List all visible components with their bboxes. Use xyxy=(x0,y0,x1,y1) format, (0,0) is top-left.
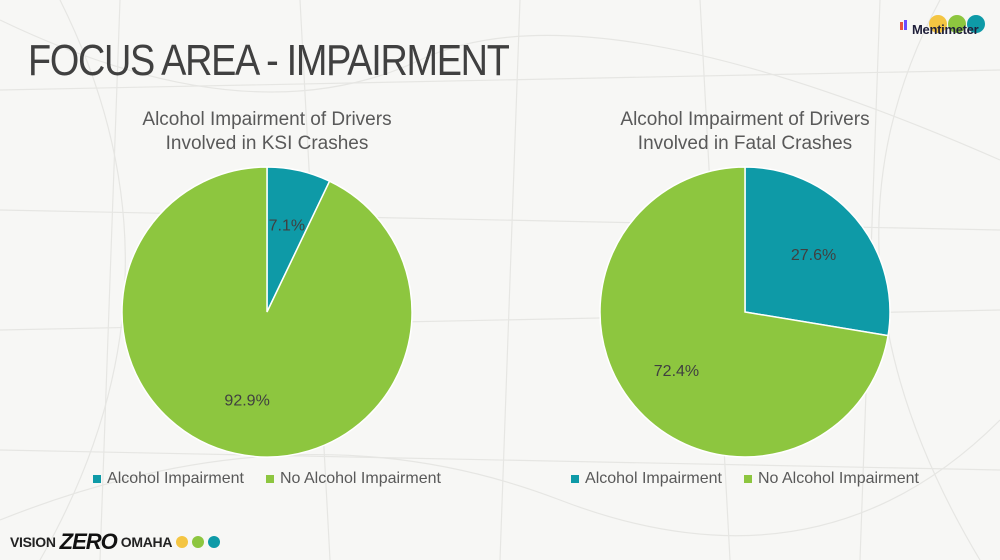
mentimeter-logo xyxy=(900,15,985,33)
data-label-no-alcohol-impairment: 72.4% xyxy=(654,363,699,380)
logo-teal-circle-icon xyxy=(208,536,221,548)
legend-label: No Alcohol Impairment xyxy=(279,470,441,487)
logo-zero-text: ZERO xyxy=(59,529,118,554)
legend-swatch-no-alcohol xyxy=(265,475,274,483)
pie-slice-no-alcohol-impairment xyxy=(599,166,889,458)
pie-slice-no-alcohol-impairment xyxy=(121,166,413,458)
legend-label: Alcohol Impairment xyxy=(107,470,244,487)
legend-item-no-alcohol: No Alcohol Impairment xyxy=(265,470,441,488)
chart-ksi-crashes: 7.1% 92.9% Alcohol Impairment of Drivers … xyxy=(47,108,487,498)
mentimeter-label: Mentimeter xyxy=(912,22,979,37)
data-label-alcohol-impairment: 27.6% xyxy=(791,247,836,264)
pie-chart-ksi: 7.1% 92.9% xyxy=(121,166,413,458)
legend-item-no-alcohol: No Alcohol Impairment xyxy=(743,470,919,488)
chart-title-line1: Alcohol Impairment of Drivers xyxy=(620,109,870,130)
chart-title-ksi: Alcohol Impairment of Drivers Involved i… xyxy=(47,108,487,156)
legend-label: Alcohol Impairment xyxy=(585,470,722,487)
chart-title-line2: Involved in Fatal Crashes xyxy=(637,133,853,154)
legend-ksi: Alcohol Impairment No Alcohol Impairment xyxy=(47,470,487,488)
legend-swatch-alcohol xyxy=(93,475,102,483)
logo-yellow-circle-icon xyxy=(176,536,189,548)
data-label-no-alcohol-impairment: 92.9% xyxy=(224,393,269,410)
logo-omaha-text: OMAHA xyxy=(120,534,173,550)
legend-fatal: Alcohol Impairment No Alcohol Impairment xyxy=(525,470,965,488)
legend-item-alcohol: Alcohol Impairment xyxy=(571,470,722,488)
chart-title-fatal: Alcohol Impairment of Drivers Involved i… xyxy=(525,108,965,156)
logo-green-circle-icon xyxy=(192,536,205,548)
chart-title-line2: Involved in KSI Crashes xyxy=(165,133,369,154)
pie-slice-alcohol-impairment xyxy=(744,166,891,337)
legend-swatch-no-alcohol xyxy=(743,475,752,483)
slide-title: FOCUS AREA - IMPAIRMENT xyxy=(28,36,510,85)
legend-item-alcohol: Alcohol Impairment xyxy=(93,470,244,488)
pie-chart-fatal: 27.6% 72.4% xyxy=(599,166,891,458)
legend-label: No Alcohol Impairment xyxy=(757,470,919,487)
logo-vision-text: VISION xyxy=(10,534,56,550)
data-label-alcohol-impairment: 7.1% xyxy=(269,217,305,234)
vision-zero-omaha-logo: VISION ZERO OMAHA xyxy=(10,529,221,554)
chart-title-line1: Alcohol Impairment of Drivers xyxy=(142,109,392,130)
legend-swatch-alcohol xyxy=(571,475,580,483)
chart-fatal-crashes: 27.6% 72.4% Alcohol Impairment of Drivers… xyxy=(525,108,965,498)
